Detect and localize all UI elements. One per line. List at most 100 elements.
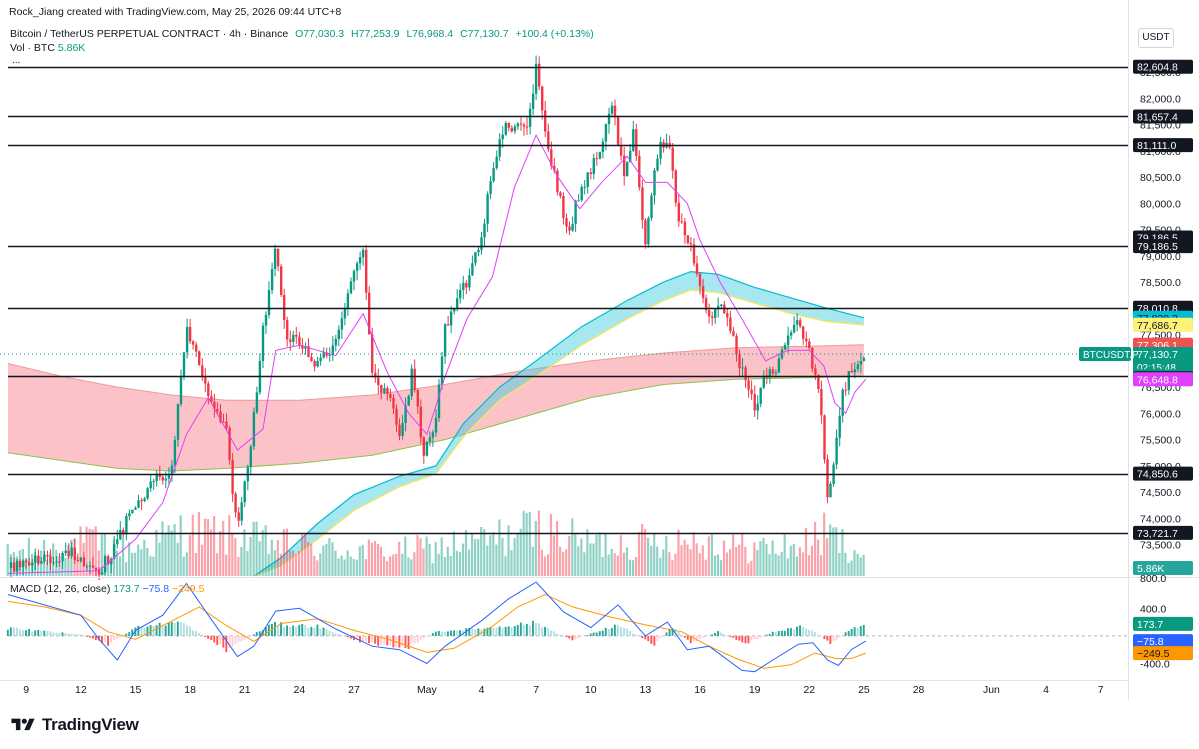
macd-histogram-bar xyxy=(349,635,352,639)
macd-histogram-bar xyxy=(216,635,219,646)
candle-body xyxy=(862,358,866,361)
candle-body xyxy=(644,220,647,245)
volume-bar xyxy=(601,556,604,576)
volume-bar xyxy=(349,556,352,576)
volume-bar xyxy=(288,551,292,576)
candle-body xyxy=(76,560,79,562)
candle-body xyxy=(334,339,337,346)
macd-histogram-bar xyxy=(744,635,747,644)
volume-bar xyxy=(367,539,370,576)
candle-body xyxy=(252,412,256,447)
candle-body xyxy=(859,361,863,365)
macd-histogram-bar xyxy=(823,635,826,640)
volume-bar xyxy=(255,521,258,576)
horizontal-levels xyxy=(8,66,1128,535)
candle-body xyxy=(422,437,425,456)
time-tick-label: 15 xyxy=(130,684,142,696)
volume-bar xyxy=(516,532,519,576)
volume-bar xyxy=(477,538,480,576)
volume-bar xyxy=(537,510,540,576)
volume-bar xyxy=(164,533,167,576)
candle-body xyxy=(531,93,535,109)
macd-histogram-bar xyxy=(829,635,832,644)
tradingview-logo[interactable]: TradingView xyxy=(8,714,139,736)
price-tag: 77,686.7 xyxy=(1137,320,1178,332)
macd-tag: −75.8 xyxy=(1137,636,1164,648)
candle-body xyxy=(468,275,471,288)
candle-body xyxy=(9,562,13,569)
macd-histogram-bar xyxy=(267,624,270,636)
macd-histogram-bar xyxy=(204,635,207,637)
macd-label[interactable]: MACD (12, 26, close) xyxy=(10,583,111,595)
macd-histogram-bar xyxy=(747,635,750,644)
candle-body xyxy=(550,149,553,166)
macd-histogram-bar xyxy=(46,631,49,636)
macd-histogram-bar xyxy=(404,635,407,648)
macd-histogram-bar xyxy=(283,626,285,636)
price-tag: 81,657.4 xyxy=(1137,112,1178,124)
macd-tag-bg xyxy=(1133,634,1193,649)
candle-body xyxy=(179,376,183,404)
candle-body xyxy=(747,380,750,390)
volume-bar xyxy=(471,534,474,576)
macd-histogram-bar xyxy=(607,628,610,636)
macd-histogram-bar xyxy=(501,627,504,636)
candle-body xyxy=(249,446,252,467)
price-tick-label: 74,500.0 xyxy=(1140,487,1181,499)
currency-button[interactable]: USDT xyxy=(1138,28,1174,48)
candle-body xyxy=(386,388,389,394)
volume-bar xyxy=(604,534,607,576)
candle-body xyxy=(419,406,422,438)
macd-histogram-bar xyxy=(589,633,592,636)
volume-bar xyxy=(510,550,513,576)
volume-bar xyxy=(91,529,94,576)
macd-histogram-bar xyxy=(477,628,480,636)
price-tag-bg xyxy=(1133,59,1193,74)
macd-histogram-bar xyxy=(768,634,771,636)
macd-axis: 800.0 400.0 -400.0 xyxy=(1140,573,1170,670)
ema-fast-line xyxy=(7,134,867,574)
candle-body xyxy=(207,383,210,397)
macd-histogram-bar xyxy=(474,629,477,636)
macd-histogram-bar xyxy=(91,635,94,639)
volume-bar xyxy=(322,545,325,576)
macd-signal-value: −249.5 xyxy=(172,583,205,595)
macd-histogram-bar xyxy=(55,632,58,636)
macd-histogram-bar xyxy=(149,625,152,636)
candle-body xyxy=(182,352,186,377)
volume-bar xyxy=(240,547,243,576)
candle-body xyxy=(97,570,101,575)
volume-bar xyxy=(474,539,477,576)
macd-histogram-bar xyxy=(161,626,164,636)
candle-body xyxy=(571,223,574,231)
macd-histogram-bar xyxy=(76,634,79,636)
volume-bar xyxy=(222,520,225,576)
candle-body xyxy=(534,63,538,94)
macd-tag: 173.7 xyxy=(1137,619,1163,631)
volume-bar xyxy=(27,538,30,576)
candle-body xyxy=(346,293,350,310)
macd-histogram-bar xyxy=(641,635,644,638)
more-indicators-button[interactable]: ... xyxy=(12,55,21,66)
macd-histogram-bar xyxy=(492,627,495,636)
macd-histogram-bar xyxy=(683,635,686,638)
symbol-title[interactable]: Bitcoin / TetherUS PERPETUAL CONTRACT · … xyxy=(10,28,289,40)
macd-histogram-bar xyxy=(134,627,137,636)
candle-body xyxy=(37,555,40,564)
macd-histogram-bar xyxy=(25,630,27,636)
volume-label[interactable]: Vol · BTC xyxy=(10,42,55,54)
candle-body xyxy=(195,344,198,352)
macd-histogram-bar xyxy=(428,635,431,637)
volume-bar xyxy=(343,559,346,576)
candle-body xyxy=(528,108,532,127)
macd-histogram-bar xyxy=(832,635,835,642)
volume-bar xyxy=(556,521,559,576)
candle-body xyxy=(164,478,167,481)
volume-bar xyxy=(37,555,40,576)
macd-histogram-bar xyxy=(620,626,622,636)
volume-bar xyxy=(680,545,683,576)
volume-bar xyxy=(319,553,322,576)
candle-body xyxy=(365,249,368,293)
